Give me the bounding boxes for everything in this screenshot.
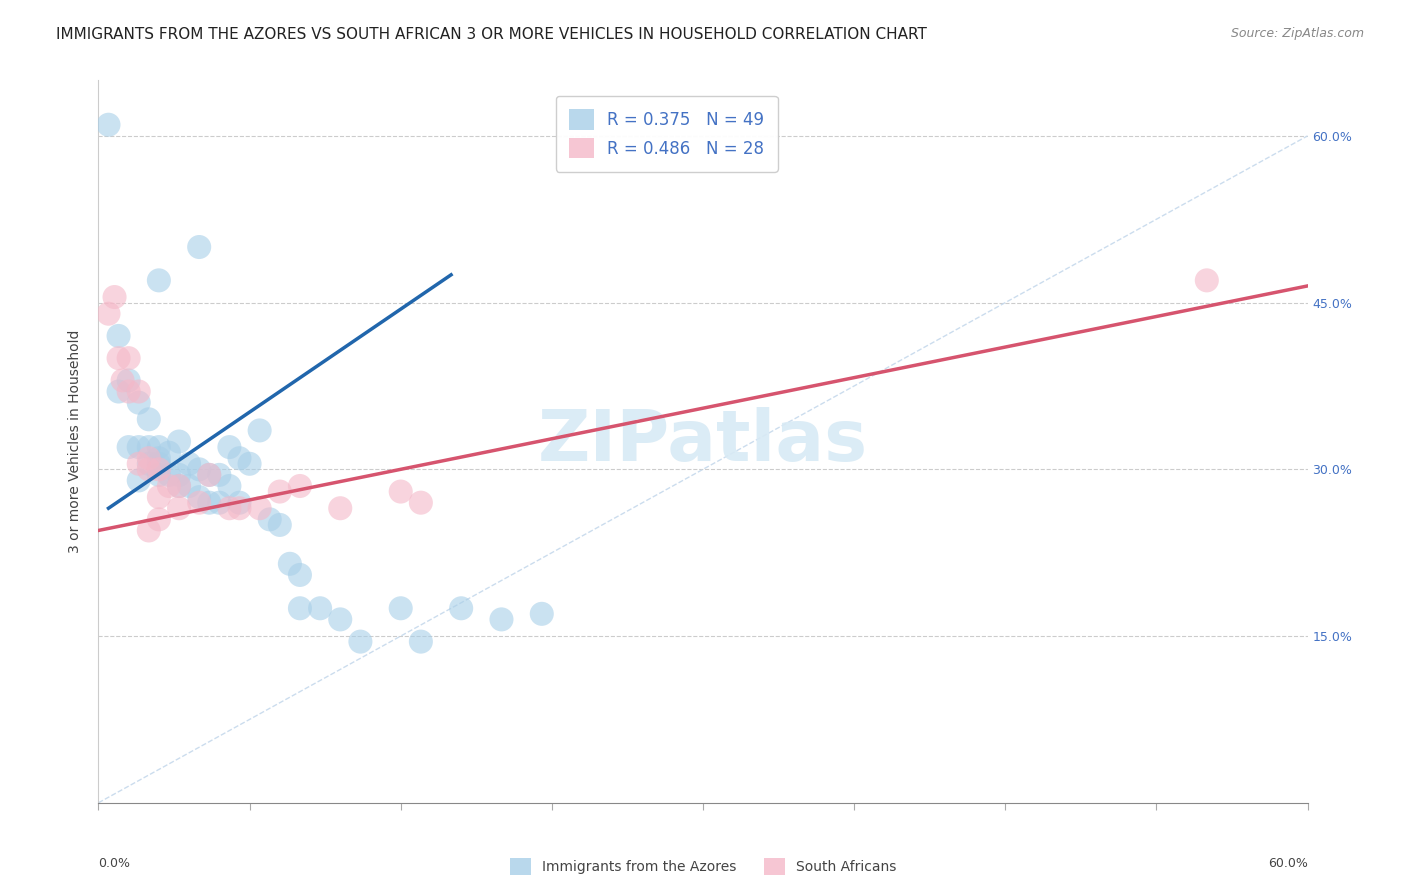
- Point: [198, 496, 221, 510]
- Point: [118, 351, 141, 366]
- Text: 0.0%: 0.0%: [98, 856, 131, 870]
- Text: 60.0%: 60.0%: [1268, 856, 1308, 870]
- Point: [218, 440, 240, 454]
- Point: [118, 440, 141, 454]
- Point: [179, 479, 201, 493]
- Y-axis label: 3 or more Vehicles in Household: 3 or more Vehicles in Household: [69, 330, 83, 553]
- Point: [188, 496, 211, 510]
- Point: [218, 479, 240, 493]
- Point: [269, 517, 291, 532]
- Text: Source: ZipAtlas.com: Source: ZipAtlas.com: [1230, 27, 1364, 40]
- Point: [1195, 273, 1218, 287]
- Point: [128, 440, 150, 454]
- Point: [148, 440, 170, 454]
- Point: [239, 457, 262, 471]
- Point: [198, 467, 221, 482]
- Point: [228, 496, 250, 510]
- Point: [107, 384, 129, 399]
- Point: [148, 273, 170, 287]
- Point: [128, 395, 150, 409]
- Point: [148, 467, 170, 482]
- Point: [249, 501, 271, 516]
- Point: [167, 479, 190, 493]
- Point: [198, 467, 221, 482]
- Point: [491, 612, 513, 626]
- Point: [128, 457, 150, 471]
- Point: [167, 434, 190, 449]
- Point: [128, 474, 150, 488]
- Point: [409, 634, 432, 648]
- Point: [309, 601, 332, 615]
- Point: [118, 373, 141, 387]
- Point: [167, 501, 190, 516]
- Point: [188, 490, 211, 504]
- Point: [111, 373, 134, 387]
- Point: [157, 467, 180, 482]
- Point: [288, 479, 311, 493]
- Point: [530, 607, 553, 621]
- Point: [167, 479, 190, 493]
- Point: [269, 484, 291, 499]
- Point: [107, 351, 129, 366]
- Point: [228, 451, 250, 466]
- Point: [249, 424, 271, 438]
- Point: [188, 462, 211, 476]
- Point: [259, 512, 281, 526]
- Point: [138, 457, 160, 471]
- Point: [97, 307, 120, 321]
- Point: [218, 501, 240, 516]
- Point: [389, 601, 412, 615]
- Point: [208, 467, 231, 482]
- Point: [188, 240, 211, 254]
- Point: [148, 451, 170, 466]
- Text: IMMIGRANTS FROM THE AZORES VS SOUTH AFRICAN 3 OR MORE VEHICLES IN HOUSEHOLD CORR: IMMIGRANTS FROM THE AZORES VS SOUTH AFRI…: [56, 27, 927, 42]
- Point: [450, 601, 472, 615]
- Point: [157, 479, 180, 493]
- Point: [148, 512, 170, 526]
- Point: [208, 496, 231, 510]
- Point: [148, 462, 170, 476]
- Legend: R = 0.375   N = 49, R = 0.486   N = 28: R = 0.375 N = 49, R = 0.486 N = 28: [555, 95, 778, 171]
- Point: [138, 462, 160, 476]
- Point: [288, 601, 311, 615]
- Point: [409, 496, 432, 510]
- Point: [138, 524, 160, 538]
- Point: [103, 290, 125, 304]
- Point: [389, 484, 412, 499]
- Point: [138, 412, 160, 426]
- Point: [128, 384, 150, 399]
- Point: [329, 501, 352, 516]
- Point: [228, 501, 250, 516]
- Text: ZIPatlas: ZIPatlas: [538, 407, 868, 476]
- Point: [179, 457, 201, 471]
- Point: [329, 612, 352, 626]
- Point: [138, 451, 160, 466]
- Point: [107, 329, 129, 343]
- Legend: Immigrants from the Azores, South Africans: Immigrants from the Azores, South Africa…: [505, 853, 901, 880]
- Point: [157, 445, 180, 459]
- Point: [138, 440, 160, 454]
- Point: [349, 634, 371, 648]
- Point: [167, 467, 190, 482]
- Point: [148, 490, 170, 504]
- Point: [97, 118, 120, 132]
- Point: [288, 568, 311, 582]
- Point: [118, 384, 141, 399]
- Point: [278, 557, 301, 571]
- Point: [148, 457, 170, 471]
